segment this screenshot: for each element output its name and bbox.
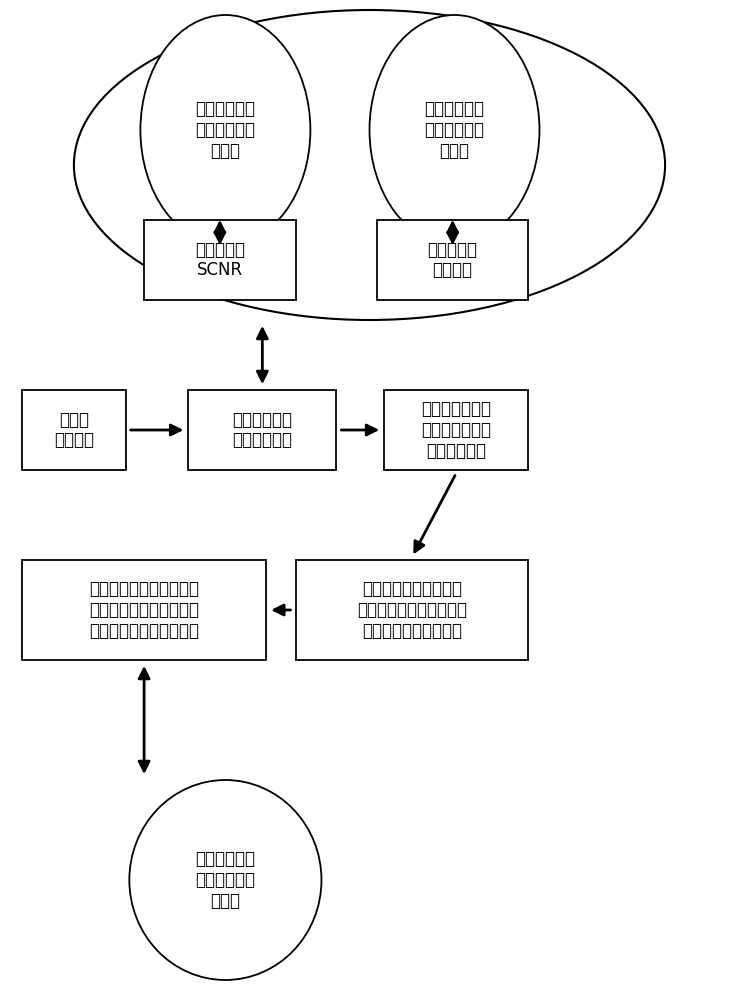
Ellipse shape	[370, 15, 539, 245]
Ellipse shape	[129, 780, 321, 980]
Ellipse shape	[140, 15, 310, 245]
Bar	[384, 390, 528, 470]
Text: 构建联合最优
准则目标函数: 构建联合最优 准则目标函数	[232, 411, 293, 449]
Text: 杂波噪声抑制
性能好，分辨
性能好: 杂波噪声抑制 性能好，分辨 性能好	[195, 850, 256, 910]
Text: 杂波噪声抑制
性能好，分辨
性能差: 杂波噪声抑制 性能好，分辨 性能差	[195, 100, 256, 160]
Bar	[188, 390, 336, 470]
Text: 求解无约束优化问题，
得到基于联合最优准则的
最优发射波形的表达式: 求解无约束优化问题， 得到基于联合最优准则的 最优发射波形的表达式	[357, 580, 467, 640]
Text: 最小化时延
分辨常数: 最小化时延 分辨常数	[428, 241, 477, 279]
Bar	[22, 560, 266, 660]
Text: 将有约束的优化
问题转换为无约
束的优化问题: 将有约束的优化 问题转换为无约 束的优化问题	[421, 400, 491, 460]
Text: 根据能量约束条件，求解
基于联合最优准则的最优
发射波形的拉格朗日乘子: 根据能量约束条件，求解 基于联合最优准则的最优 发射波形的拉格朗日乘子	[89, 580, 199, 640]
Text: 杂波噪声抑制
性能差，分辨
性能好: 杂波噪声抑制 性能差，分辨 性能好	[424, 100, 485, 160]
Bar	[296, 560, 528, 660]
Text: 最大化回波
SCNR: 最大化回波 SCNR	[195, 241, 245, 279]
Bar	[144, 220, 296, 300]
Bar	[377, 220, 528, 300]
Text: 初始化
系统参数: 初始化 系统参数	[54, 411, 94, 449]
Bar	[22, 390, 126, 470]
